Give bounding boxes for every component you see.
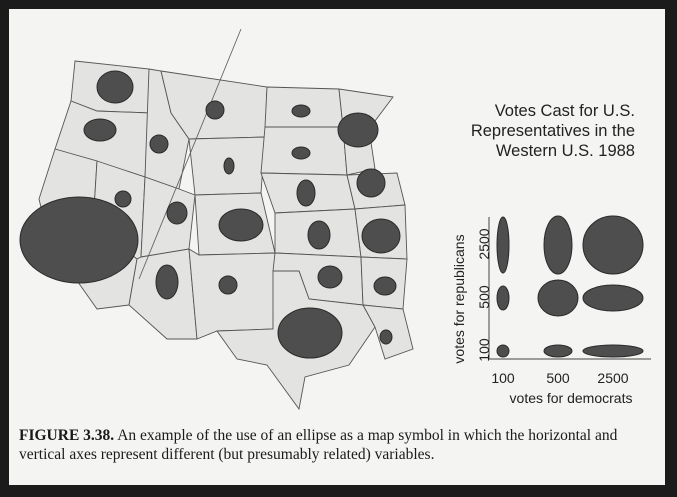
title-line-3: Western U.S. 1988 bbox=[495, 142, 635, 160]
symbol-idaho bbox=[149, 134, 169, 154]
symbol-kansas bbox=[307, 220, 331, 250]
legend-d100-r500 bbox=[496, 285, 510, 311]
state-new-mexico bbox=[188, 248, 276, 340]
caption-label: FIGURE 3.38. bbox=[19, 427, 115, 444]
symbol-texas bbox=[277, 307, 343, 359]
x-tick-100: 100 bbox=[491, 370, 515, 386]
legend-x-label: votes for democrats bbox=[509, 390, 633, 406]
title-line-2: Representatives in the bbox=[470, 122, 635, 140]
legend-matrix bbox=[488, 215, 651, 360]
map-symbols bbox=[19, 70, 401, 359]
legend-y-label: votes for republicans bbox=[451, 234, 467, 364]
symbol-new-mexico bbox=[218, 275, 238, 295]
caption-text: An example of the use of an ellipse as a… bbox=[19, 427, 618, 463]
symbol-utah bbox=[166, 201, 188, 225]
symbol-arkansas bbox=[373, 276, 397, 296]
legend-d100-r100 bbox=[496, 344, 510, 358]
legend-d2500-r500 bbox=[582, 284, 644, 312]
symbol-washington bbox=[96, 70, 134, 104]
title-line-1: Votes Cast for U.S. bbox=[494, 102, 635, 120]
y-tick-100: 100 bbox=[476, 338, 492, 362]
symbol-montana bbox=[205, 100, 225, 120]
map-svg bbox=[19, 28, 651, 411]
legend-d500-r500 bbox=[537, 279, 579, 317]
x-tick-2500: 2500 bbox=[597, 370, 629, 386]
symbol-oregon bbox=[83, 118, 117, 142]
legend-d500-r100 bbox=[543, 344, 573, 358]
symbol-missouri bbox=[361, 218, 401, 254]
symbol-north-dakota bbox=[291, 104, 311, 118]
symbol-california bbox=[19, 196, 139, 284]
symbol-south-dakota bbox=[291, 146, 311, 160]
figure-page: Votes Cast for U.S. Representatives in t… bbox=[9, 9, 665, 485]
figure-caption: FIGURE 3.38. An example of the use of an… bbox=[19, 426, 659, 464]
y-tick-500: 500 bbox=[476, 285, 492, 309]
legend-d2500-r2500 bbox=[582, 215, 644, 275]
map-diagonal-line bbox=[138, 28, 242, 280]
symbol-nevada bbox=[114, 190, 132, 208]
y-tick-2500: 2500 bbox=[476, 228, 492, 260]
symbol-arizona bbox=[155, 264, 179, 300]
legend-d100-r2500 bbox=[496, 216, 510, 274]
symbol-minnesota bbox=[337, 112, 379, 148]
x-tick-500: 500 bbox=[546, 370, 570, 386]
symbol-louisiana bbox=[379, 329, 393, 345]
map-title: Votes Cast for U.S. Representatives in t… bbox=[395, 101, 635, 161]
symbol-oklahoma bbox=[317, 265, 343, 289]
symbol-nebraska bbox=[296, 179, 316, 207]
symbol-iowa bbox=[356, 168, 386, 198]
legend-d2500-r100 bbox=[582, 344, 644, 358]
symbol-colorado bbox=[218, 208, 264, 242]
legend-d500-r2500 bbox=[543, 215, 573, 275]
symbol-wyoming bbox=[223, 157, 235, 175]
